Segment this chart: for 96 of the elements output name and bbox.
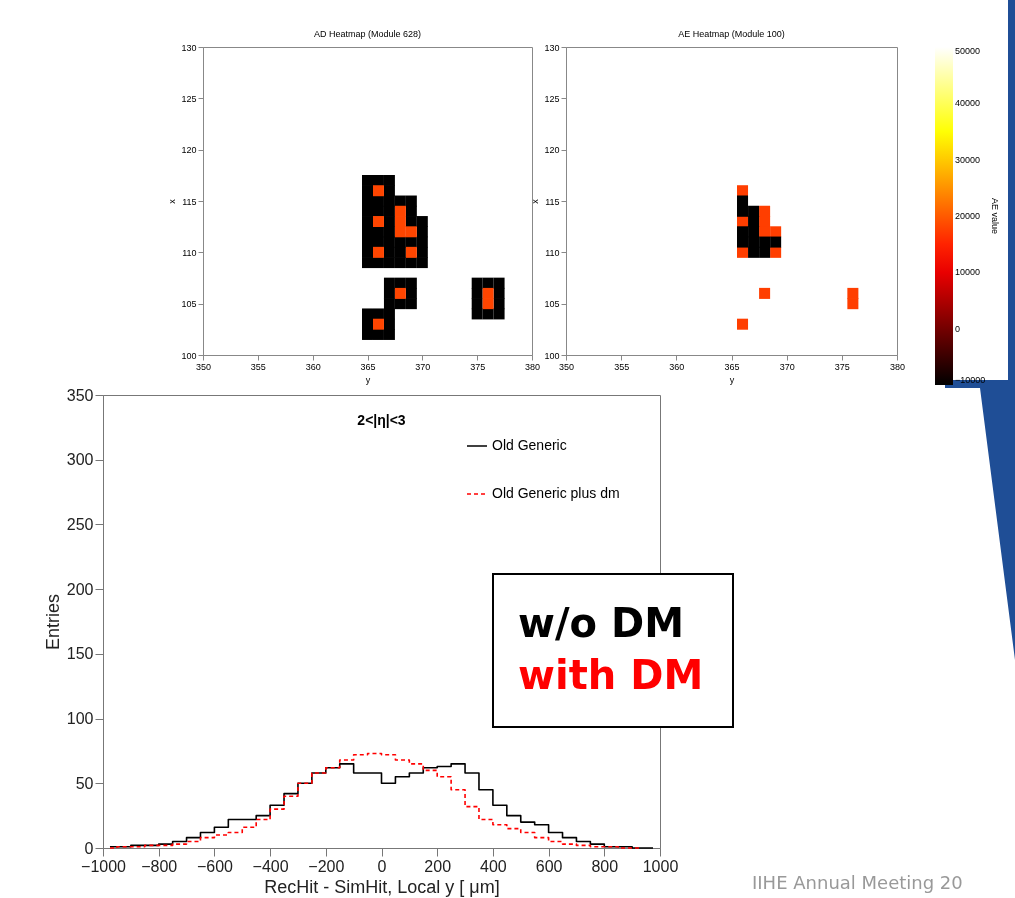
point: [372, 185, 384, 197]
x-tick-label: 380: [889, 361, 906, 372]
chart-title: AE Heatmap (Module 100): [678, 29, 785, 39]
y-axis-title: x: [167, 198, 178, 204]
y-tick-label: 200: [66, 580, 94, 598]
point: [759, 236, 771, 248]
point: [372, 246, 384, 258]
x-tick-label: 800: [591, 857, 619, 875]
y-tick-label: 50: [75, 774, 94, 792]
point: [759, 287, 771, 299]
y-tick-label: 0: [84, 839, 94, 857]
x-axis-title: y: [365, 374, 371, 385]
y-tick-label: 110: [182, 247, 197, 258]
point: [759, 226, 771, 238]
point: [394, 226, 406, 238]
x-tick-label: −800: [141, 857, 178, 875]
point: [748, 205, 760, 217]
y-tick-label: 350: [66, 386, 94, 404]
point: [405, 226, 417, 238]
point: [759, 205, 771, 217]
point: [770, 226, 782, 238]
point: [737, 246, 749, 258]
point: [748, 226, 760, 238]
point: [737, 318, 749, 330]
y-tick-label: 105: [544, 299, 560, 310]
point: [748, 216, 760, 228]
y-tick-label: 125: [181, 93, 197, 104]
y-tick-label: 130: [544, 42, 560, 53]
y-tick-label: 120: [544, 145, 560, 156]
point: [759, 216, 771, 228]
x-axis-title: RecHit - SimHit, Local y [ μm]: [264, 876, 500, 897]
x-tick-label: 1000: [642, 857, 679, 875]
text: IIHE Annual Meeting 20: [752, 872, 963, 893]
point: [737, 226, 749, 238]
x-tick-label: 370: [779, 361, 795, 372]
x-tick-label: 400: [480, 857, 507, 875]
annotation: with DM: [518, 651, 705, 700]
y-tick-label: 300: [66, 451, 94, 469]
point: [759, 246, 771, 258]
y-tick-label: 100: [66, 710, 94, 728]
annotation: w/o DM: [518, 599, 685, 648]
point: [482, 287, 494, 299]
y-tick-label: 250: [66, 515, 94, 533]
y-axis-title: Entries: [42, 593, 63, 651]
x-tick-label: 355: [614, 361, 630, 372]
x-tick-label: −200: [308, 857, 345, 875]
point: [748, 246, 760, 258]
point: [372, 318, 384, 330]
point: [394, 216, 406, 228]
point: [737, 205, 749, 217]
y-tick-label: 130: [181, 42, 197, 53]
point: [847, 287, 859, 299]
y-tick-label: 100: [181, 350, 197, 361]
point: [372, 216, 384, 228]
y-axis-title: x: [530, 198, 541, 204]
legend-label: Old Generic: [492, 437, 567, 453]
y-tick-label: 100: [544, 350, 560, 361]
x-tick-label: 365: [724, 361, 740, 372]
y-tick-label: 110: [545, 247, 560, 258]
point: [394, 287, 406, 299]
x-tick-label: 355: [250, 361, 266, 372]
x-tick-label: 365: [360, 361, 376, 372]
legend-label: Old Generic plus dm: [492, 485, 620, 501]
y-tick-label: 150: [66, 645, 94, 663]
x-tick-label: 375: [470, 361, 486, 372]
point: [748, 236, 760, 248]
y-tick-label: 115: [182, 196, 197, 207]
y-tick-label: 125: [544, 93, 560, 104]
x-tick-label: 380: [524, 361, 541, 372]
x-axis-title: y: [729, 374, 735, 385]
x-tick-label: 200: [424, 857, 452, 875]
text: 2<|η|<3: [357, 412, 406, 428]
chart-title: AD Heatmap (Module 628): [313, 29, 422, 39]
point: [737, 236, 749, 248]
x-tick-label: −1000: [81, 857, 127, 875]
x-tick-label: −400: [252, 857, 289, 875]
y-tick-label: 115: [545, 196, 560, 207]
x-tick-label: 360: [305, 361, 321, 372]
y-tick-label: 120: [181, 145, 197, 156]
x-tick-label: 0: [377, 857, 387, 875]
x-tick-label: 350: [195, 361, 212, 372]
x-tick-label: 350: [558, 361, 575, 372]
x-tick-label: −600: [196, 857, 234, 875]
x-tick-label: 375: [834, 361, 850, 372]
point: [770, 246, 782, 258]
point: [737, 185, 749, 197]
point: [394, 205, 406, 217]
point: [405, 246, 417, 258]
x-tick-label: 600: [535, 857, 563, 875]
point: [847, 298, 859, 310]
y-tick-label: 105: [181, 299, 197, 310]
x-tick-label: 370: [415, 361, 431, 372]
point: [770, 236, 782, 248]
point: [482, 298, 494, 310]
x-tick-label: 360: [669, 361, 685, 372]
point: [737, 195, 749, 207]
